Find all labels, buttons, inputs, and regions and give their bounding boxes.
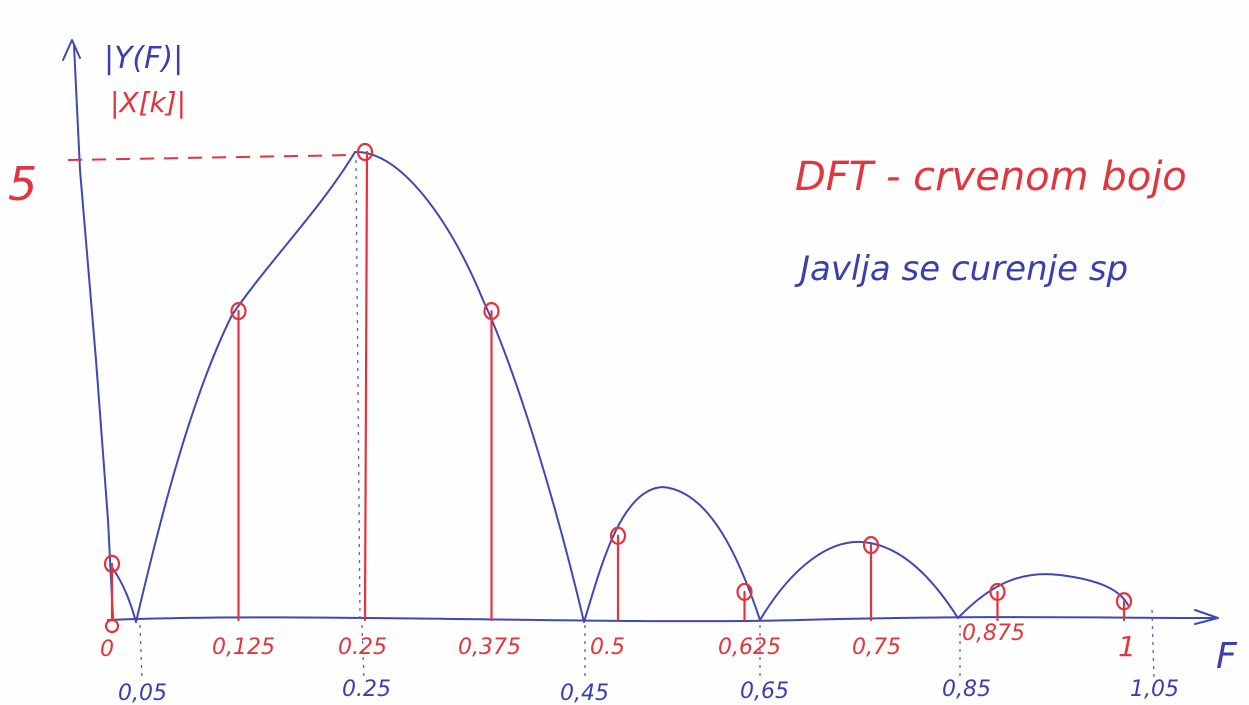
annotation-line-2: Javlja se curenje sp [794,249,1128,289]
y-tick-5: 5 [8,157,37,211]
dft-sample-marker [103,554,121,573]
zero-label: 0,65 [740,679,789,704]
zero-label: 0.25 [342,677,391,702]
zero-label: 0,05 [118,681,167,705]
sample-label: 0,75 [852,635,901,660]
y-axis-arrowhead [62,39,81,61]
sample-label: 0,375 [458,635,521,660]
dft-stem [363,150,369,622]
sample-label: 0.25 [338,635,387,660]
dft-sample-marker [862,536,880,555]
sample-label: 1 [1118,630,1136,663]
dft-sample-marker [483,302,500,321]
dft-sample-marker [356,142,374,162]
dft-sample-marker [1115,592,1133,611]
x-axis [107,616,1216,623]
x-axis-arrowhead [1194,609,1219,625]
annotation-line-1: DFT - crvenom bojo [795,154,1187,200]
zero-label: 1,05 [1130,677,1179,702]
continuous-spectrum-curve [109,150,1129,623]
sample-label: 0 [100,637,114,662]
origin-marker [104,618,120,634]
zero-guide [361,624,365,681]
y-tick-5-guide [67,154,357,161]
zero-guide [139,624,143,681]
dft-sample-marker [230,302,247,321]
sample-label: 0,125 [212,635,275,660]
y-axis [73,44,114,619]
x-axis-label: F [1216,636,1238,677]
zero-guides [139,609,1155,681]
dft-sample-marker [609,526,627,545]
sample-label: 0.5 [590,635,625,660]
zero-label: 0,45 [560,681,609,705]
zero-guide [1151,609,1155,681]
dft-stems [103,142,1133,634]
y-axis-label-blue: |Y(F)| [104,41,183,76]
guide-0.25 [355,159,361,621]
sample-label: 0,875 [962,621,1025,646]
axes [62,39,1219,625]
y-axis-label-red: |X[k]| [110,86,186,119]
dft-sample-marker [736,582,753,602]
sample-label: 0,625 [718,635,781,660]
dft-sample-marker [989,582,1006,602]
zero-labels: 0,05 0.25 0,45 0,65 0,85 1,05 [118,677,1179,705]
zero-label: 0,85 [942,677,991,702]
sample-labels: 0 0,125 0.25 0,375 0.5 0,625 0,75 0,875 … [100,621,1136,663]
